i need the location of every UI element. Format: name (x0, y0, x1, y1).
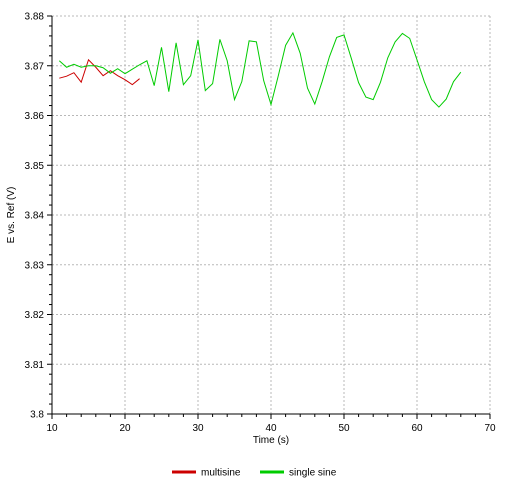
y-tick-label: 3.86 (25, 111, 45, 122)
y-tick-label: 3.85 (25, 161, 45, 172)
y-axis-title: E vs. Ref (V) (6, 187, 17, 244)
axes (47, 15, 491, 419)
axis-labels: 10 20 30 40 50 60 70 3.8 3.81 3.82 3.83 3.84 3.85 3.8… (6, 12, 496, 447)
x-tick-label: 20 (119, 423, 131, 434)
y-tick-label: 3.81 (25, 360, 45, 371)
series-line-multisine (59, 58, 140, 86)
x-tick-label: 30 (192, 423, 204, 434)
legend-label: single sine (289, 468, 337, 479)
legend: multisine single sine (172, 468, 337, 479)
y-tick-label: 3.8 (30, 410, 44, 421)
x-tick-label: 60 (411, 423, 423, 434)
x-tick-label: 40 (265, 423, 277, 434)
x-tick-label: 10 (46, 423, 58, 434)
x-tick-label: 70 (484, 423, 496, 434)
x-axis-title: Time (s) (253, 435, 289, 446)
grid-lines (52, 15, 491, 414)
data-series (58, 31, 462, 108)
y-tick-label: 3.87 (25, 61, 45, 72)
series-line-single-sine (58, 31, 462, 108)
legend-label: multisine (201, 468, 241, 479)
y-tick-label: 3.84 (25, 211, 45, 222)
y-tick-label: 3.82 (25, 310, 45, 321)
y-tick-label: 3.88 (25, 12, 45, 23)
y-tick-label: 3.83 (25, 260, 45, 271)
x-tick-label: 50 (338, 423, 350, 434)
